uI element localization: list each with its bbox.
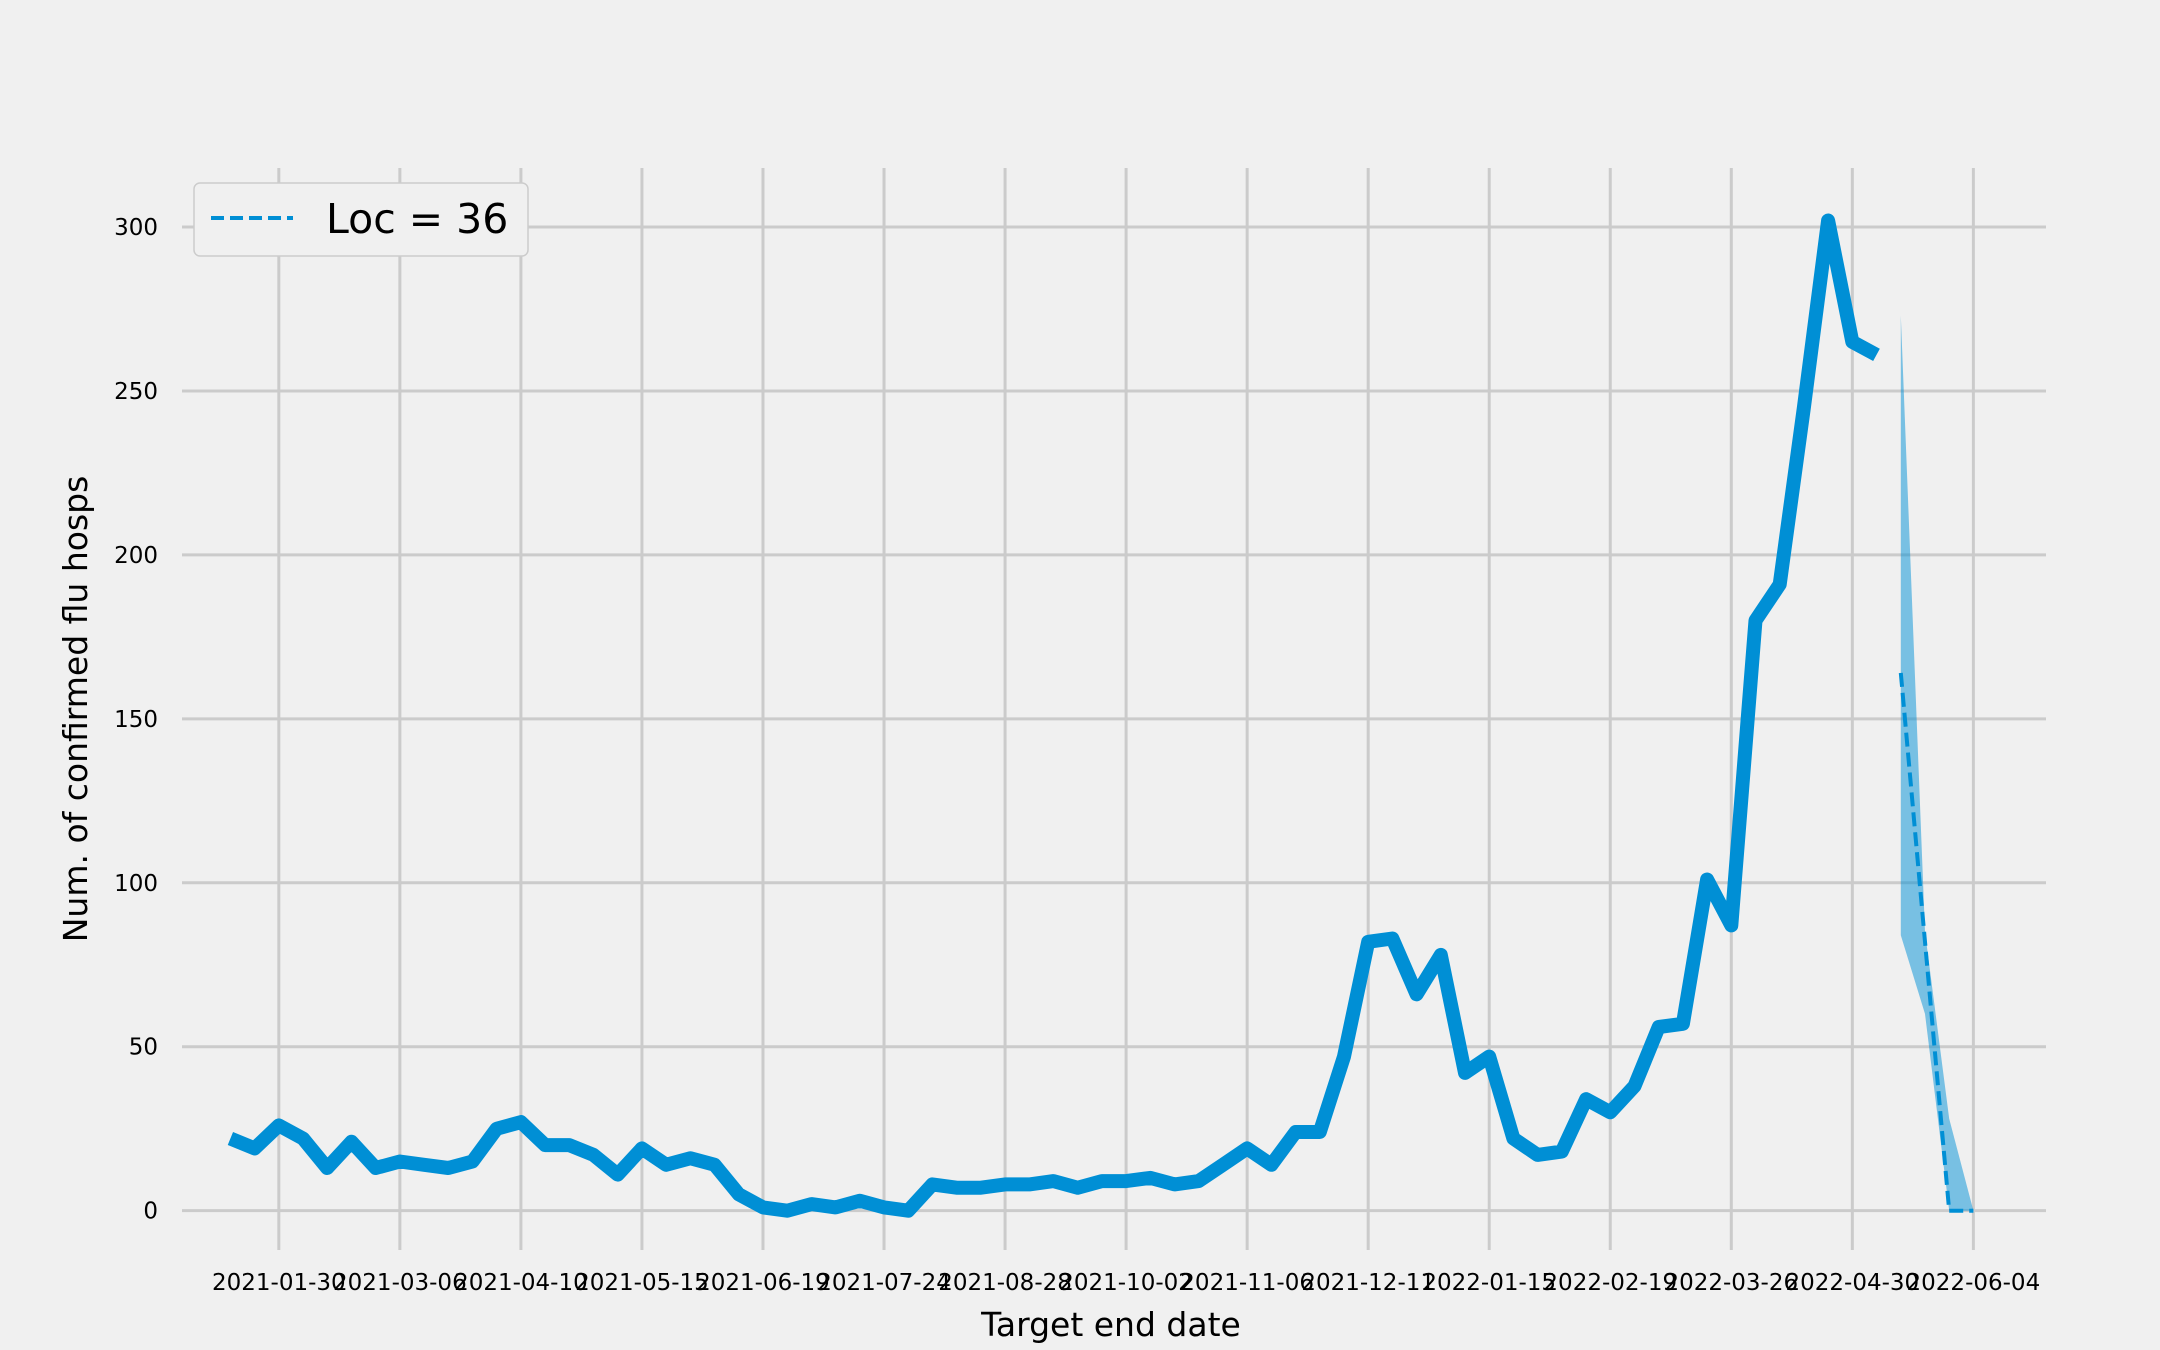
legend: Loc = 36: [193, 182, 529, 257]
y-tick-label: 200: [114, 543, 158, 569]
y-tick-label: 0: [143, 1199, 158, 1225]
y-tick-label: 100: [114, 871, 158, 897]
x-axis-label: Target end date: [980, 1305, 1241, 1344]
x-tick-label: 2022-06-04: [1907, 1270, 2041, 1296]
forecast-band: [1900, 315, 1974, 1211]
x-tick-label: 2021-10-02: [1059, 1270, 1193, 1296]
x-tick-label: 2022-02-19: [1543, 1270, 1677, 1296]
y-tick-label: 50: [129, 1035, 158, 1061]
forecast-line: [1898, 672, 1974, 1213]
legend-label: Loc = 36: [326, 195, 508, 243]
x-tick-label: 2021-08-28: [938, 1270, 1072, 1296]
x-tick-label: 2021-03-06: [333, 1270, 467, 1296]
y-tick-label: 250: [114, 379, 158, 405]
observed-line: [227, 213, 1880, 1218]
x-tick-label: 2021-05-15: [575, 1270, 709, 1296]
y-tick-labels: 0 50 100 150 200 250 300: [114, 215, 158, 1225]
y-tick-label: 300: [114, 215, 158, 241]
y-axis-label: Num. of confirmed flu hosps: [56, 476, 95, 943]
x-tick-labels: 2021-01-302021-03-062021-04-102021-05-15…: [212, 1270, 2040, 1296]
x-tick-label: 2021-07-24: [817, 1270, 951, 1296]
legend-box: [193, 182, 529, 257]
grid: [182, 168, 2046, 1250]
x-tick-label: 2021-06-19: [696, 1270, 830, 1296]
x-tick-label: 2022-03-26: [1664, 1270, 1798, 1296]
x-tick-label: 2021-12-11: [1301, 1270, 1435, 1296]
forecast-band-layer: [1900, 315, 1974, 1211]
y-tick-label: 150: [114, 707, 158, 733]
x-tick-label: 2021-01-30: [212, 1270, 346, 1296]
x-tick-label: 2022-01-15: [1422, 1270, 1556, 1296]
x-tick-label: 2021-11-06: [1180, 1270, 1314, 1296]
x-tick-label: 2021-04-10: [454, 1270, 588, 1296]
series-layer: [227, 213, 1974, 1218]
x-tick-label: 2022-04-30: [1786, 1270, 1920, 1296]
